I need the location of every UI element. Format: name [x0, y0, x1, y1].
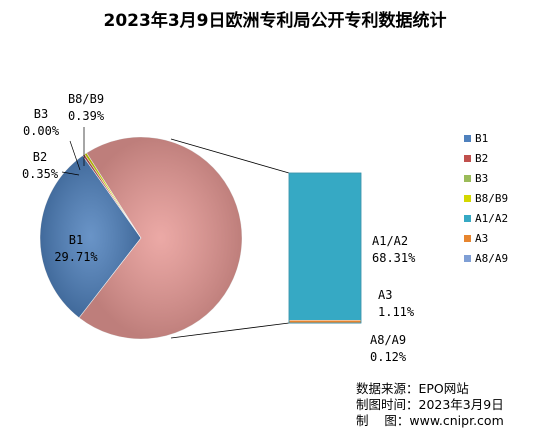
bar-segment-a3 [288, 320, 362, 323]
source-block: 数据来源：EPO网站 制图时间：2023年3月9日 制 图：www.cnipr.… [356, 381, 546, 429]
data-label-a1-a2: A1/A2 68.31% [372, 234, 416, 265]
legend-label: A8/A9 [475, 251, 509, 265]
author-line: 制 图：www.cnipr.com [356, 413, 504, 428]
data-label-b8-b9: B8/B9 0.39% [68, 92, 105, 123]
legend-swatch [464, 234, 471, 242]
chart-title: 2023年3月9日欧洲专利局公开专利数据统计 [103, 11, 447, 31]
legend-label: B3 [475, 171, 489, 185]
legend-swatch [464, 194, 471, 202]
legend-label: A1/A2 [475, 211, 509, 225]
legend-item-a8-a9: A8/A9 [464, 248, 546, 268]
legend-item-b8-b9: B8/B9 [464, 188, 546, 208]
data-label-b2: B2 0.35% [22, 150, 59, 181]
legend-item-a1-a2: A1/A2 [464, 208, 546, 228]
legend-item-b3: B3 [464, 168, 546, 188]
leader-line-b2 [61, 171, 80, 176]
bar-frame [288, 172, 362, 324]
data-label-b1: B1 29.71% [54, 233, 98, 264]
data-label-a8-a9: A8/A9 0.12% [370, 333, 407, 364]
legend-item-a3: A3 [464, 228, 546, 248]
legend-item-b2: B2 [464, 148, 546, 168]
legend-swatch [464, 134, 471, 142]
bar-segment-a1-a2 [288, 172, 362, 321]
legend-label: A3 [475, 231, 489, 245]
legend-swatch [464, 214, 471, 222]
legend-label: B1 [475, 131, 489, 145]
legend-swatch [464, 254, 471, 262]
legend-swatch [464, 174, 471, 182]
legend-swatch [464, 154, 471, 162]
legend-label: B8/B9 [475, 191, 509, 205]
stacked-bar [288, 172, 362, 324]
legend-label: B2 [475, 151, 489, 165]
leader-line-b3 [69, 140, 81, 171]
data-label-a3: A3 1.11% [378, 288, 415, 319]
legend-item-b1: B1 [464, 128, 546, 148]
data-labels: B1 29.71% B2 0.35% B3 0.00% B8/B9 0.39% A1/A2 68.… [22, 92, 416, 364]
date-line: 制图时间：2023年3月9日 [356, 397, 504, 412]
data-label-b3: B3 0.00% [23, 107, 60, 138]
source-line: 数据来源：EPO网站 [356, 381, 469, 396]
legend: B1 B2 B3 B8/B9 A1/A2 A3 A8/A9 [464, 128, 546, 268]
